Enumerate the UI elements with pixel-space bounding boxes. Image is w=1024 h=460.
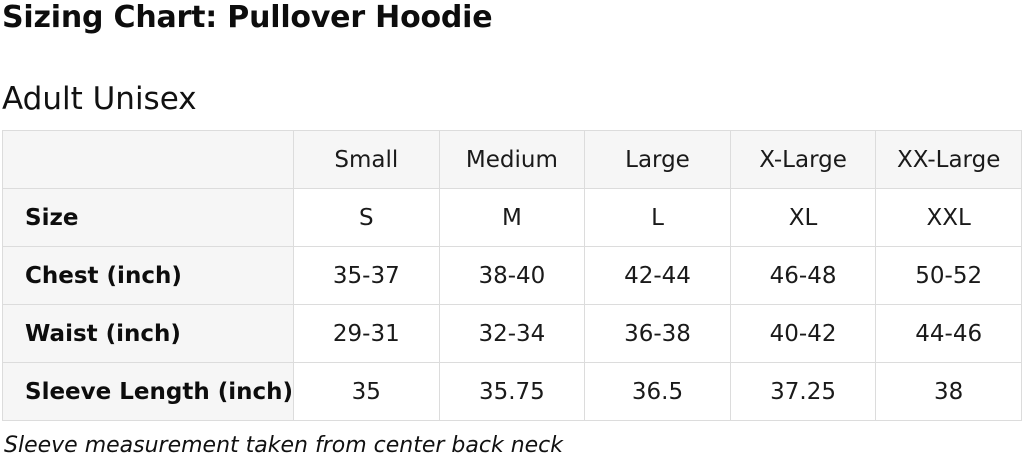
cell-size-small: S [293, 188, 440, 247]
table-row: Chest (inch) 35-37 38-40 42-44 46-48 50-… [2, 246, 1022, 305]
cell-sleeve-medium: 35.75 [438, 362, 586, 421]
cell-size-xx-large: XXL [875, 188, 1022, 247]
row-label-chest: Chest (inch) [2, 246, 294, 305]
column-header-x-large: X-Large [729, 130, 877, 189]
cell-waist-x-large: 40-42 [729, 304, 877, 363]
cell-sleeve-large: 36.5 [584, 362, 731, 421]
cell-sleeve-xx-large: 38 [875, 362, 1022, 421]
cell-size-large: L [584, 188, 731, 247]
cell-waist-xx-large: 44-46 [875, 304, 1022, 363]
cell-size-medium: M [438, 188, 586, 247]
cell-waist-small: 29-31 [293, 304, 440, 363]
table-header: Small Medium Large X-Large XX-Large [2, 130, 1022, 189]
header-row: Small Medium Large X-Large XX-Large [2, 130, 1022, 189]
column-header-small: Small [293, 130, 440, 189]
table-corner-cell [2, 130, 294, 189]
cell-chest-x-large: 46-48 [729, 246, 877, 305]
table-row: Sleeve Length (inch) 35 35.75 36.5 37.25… [2, 362, 1022, 421]
section-heading: Adult Unisex [2, 81, 197, 117]
column-header-medium: Medium [438, 130, 586, 189]
page-title: Sizing Chart: Pullover Hoodie [2, 0, 493, 35]
cell-chest-small: 35-37 [293, 246, 440, 305]
row-label-size: Size [2, 188, 294, 247]
sizing-table: Small Medium Large X-Large XX-Large Size… [2, 130, 1022, 421]
table-row: Size S M L XL XXL [2, 188, 1022, 247]
cell-waist-large: 36-38 [584, 304, 731, 363]
cell-chest-medium: 38-40 [438, 246, 586, 305]
cell-chest-large: 42-44 [584, 246, 731, 305]
cell-chest-xx-large: 50-52 [875, 246, 1022, 305]
cell-sleeve-small: 35 [293, 362, 440, 421]
footnote-text: Sleeve measurement taken from center bac… [4, 433, 564, 458]
table-body: Size S M L XL XXL Chest (inch) 35-37 38-… [2, 188, 1022, 421]
cell-size-x-large: XL [729, 188, 877, 247]
column-header-xx-large: XX-Large [875, 130, 1022, 189]
cell-sleeve-x-large: 37.25 [729, 362, 877, 421]
cell-waist-medium: 32-34 [438, 304, 586, 363]
row-label-sleeve-length: Sleeve Length (inch) [2, 362, 294, 421]
row-label-waist: Waist (inch) [2, 304, 294, 363]
table-row: Waist (inch) 29-31 32-34 36-38 40-42 44-… [2, 304, 1022, 363]
column-header-large: Large [584, 130, 731, 189]
